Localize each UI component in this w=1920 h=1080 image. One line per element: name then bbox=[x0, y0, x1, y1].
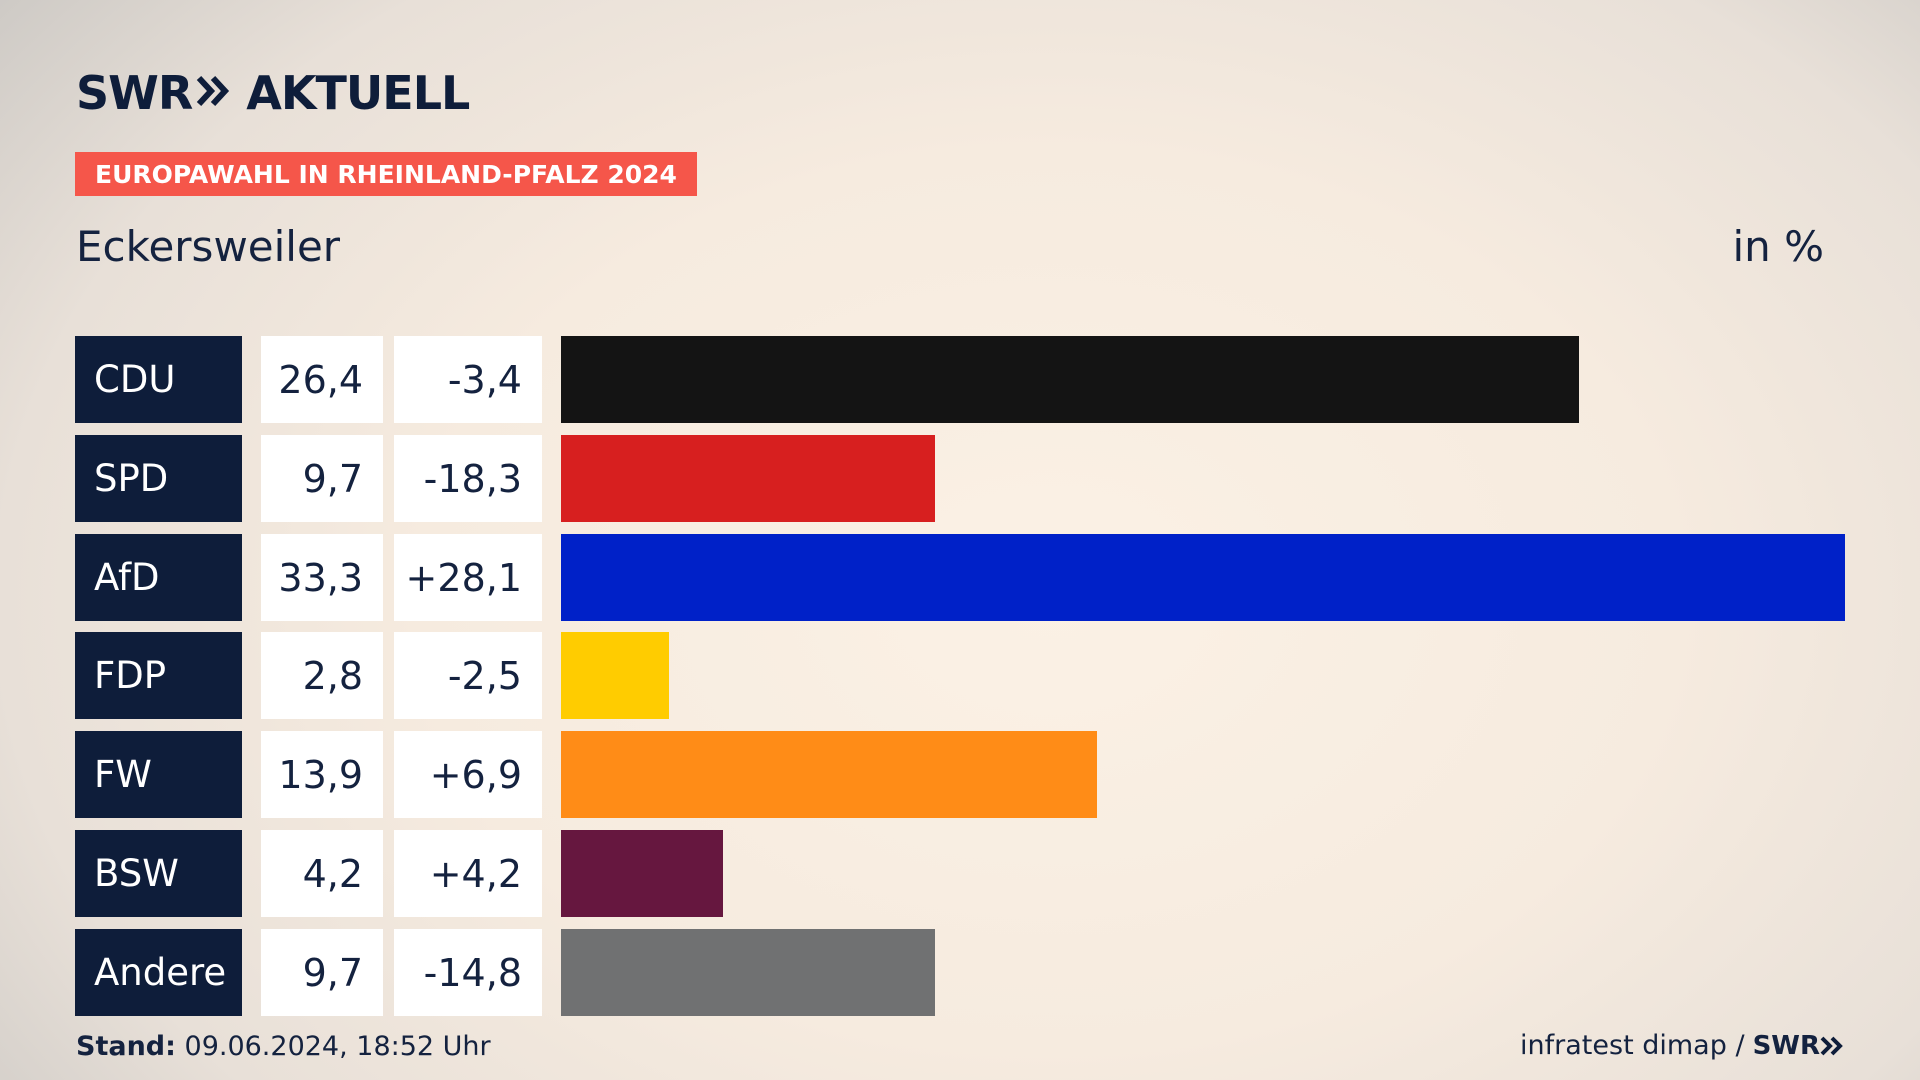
result-bar bbox=[561, 731, 1097, 818]
result-row: BSW 4,2 +4,2 bbox=[0, 830, 1920, 917]
party-label: BSW bbox=[75, 830, 242, 917]
percent-value: 13,9 bbox=[261, 731, 383, 818]
change-value: -14,8 bbox=[394, 929, 542, 1016]
timestamp: Stand: 09.06.2024, 18:52 Uhr bbox=[76, 1031, 491, 1062]
change-value: +4,2 bbox=[394, 830, 542, 917]
party-label: Andere bbox=[75, 929, 242, 1016]
election-badge: EUROPAWAHL IN RHEINLAND-PFALZ 2024 bbox=[75, 152, 697, 196]
percent-value: 2,8 bbox=[261, 632, 383, 719]
result-bar bbox=[561, 336, 1579, 423]
result-row: SPD 9,7 -18,3 bbox=[0, 435, 1920, 522]
percent-value: 9,7 bbox=[261, 435, 383, 522]
result-row: CDU 26,4 -3,4 bbox=[0, 336, 1920, 423]
percent-value: 9,7 bbox=[261, 929, 383, 1016]
result-bar bbox=[561, 632, 669, 719]
source-text: infratest dimap / bbox=[1520, 1030, 1745, 1061]
footer-swr-logo: SWR bbox=[1753, 1031, 1844, 1061]
change-value: -18,3 bbox=[394, 435, 542, 522]
stand-value: 09.06.2024, 18:52 Uhr bbox=[184, 1031, 491, 1062]
double-chevron-icon bbox=[196, 74, 230, 112]
percent-value: 33,3 bbox=[261, 534, 383, 621]
change-value: -2,5 bbox=[394, 632, 542, 719]
result-bar bbox=[561, 830, 723, 917]
result-row: FW 13,9 +6,9 bbox=[0, 731, 1920, 818]
percent-value: 4,2 bbox=[261, 830, 383, 917]
logo-aktuell-text: AKTUELL bbox=[246, 66, 470, 120]
change-value: +6,9 bbox=[394, 731, 542, 818]
region-title: Eckersweiler bbox=[76, 222, 341, 271]
party-label: FW bbox=[75, 731, 242, 818]
unit-label: in % bbox=[1732, 222, 1824, 271]
stand-label: Stand: bbox=[76, 1031, 176, 1062]
result-bar bbox=[561, 534, 1845, 621]
double-chevron-icon bbox=[1820, 1036, 1843, 1055]
result-row: Andere 9,7 -14,8 bbox=[0, 929, 1920, 1016]
percent-value: 26,4 bbox=[261, 336, 383, 423]
source-credit: infratest dimap / SWR bbox=[1520, 1030, 1844, 1061]
party-label: CDU bbox=[75, 336, 242, 423]
result-bar bbox=[561, 435, 935, 522]
party-label: FDP bbox=[75, 632, 242, 719]
footer-swr-text: SWR bbox=[1752, 1030, 1820, 1061]
change-value: +28,1 bbox=[394, 534, 542, 621]
logo-swr-text: SWR bbox=[76, 66, 193, 120]
result-row: AfD 33,3 +28,1 bbox=[0, 534, 1920, 621]
change-value: -3,4 bbox=[394, 336, 542, 423]
result-row: FDP 2,8 -2,5 bbox=[0, 632, 1920, 719]
party-label: AfD bbox=[75, 534, 242, 621]
result-bar bbox=[561, 929, 935, 1016]
party-label: SPD bbox=[75, 435, 242, 522]
swr-aktuell-logo: SWR AKTUELL bbox=[76, 66, 470, 120]
